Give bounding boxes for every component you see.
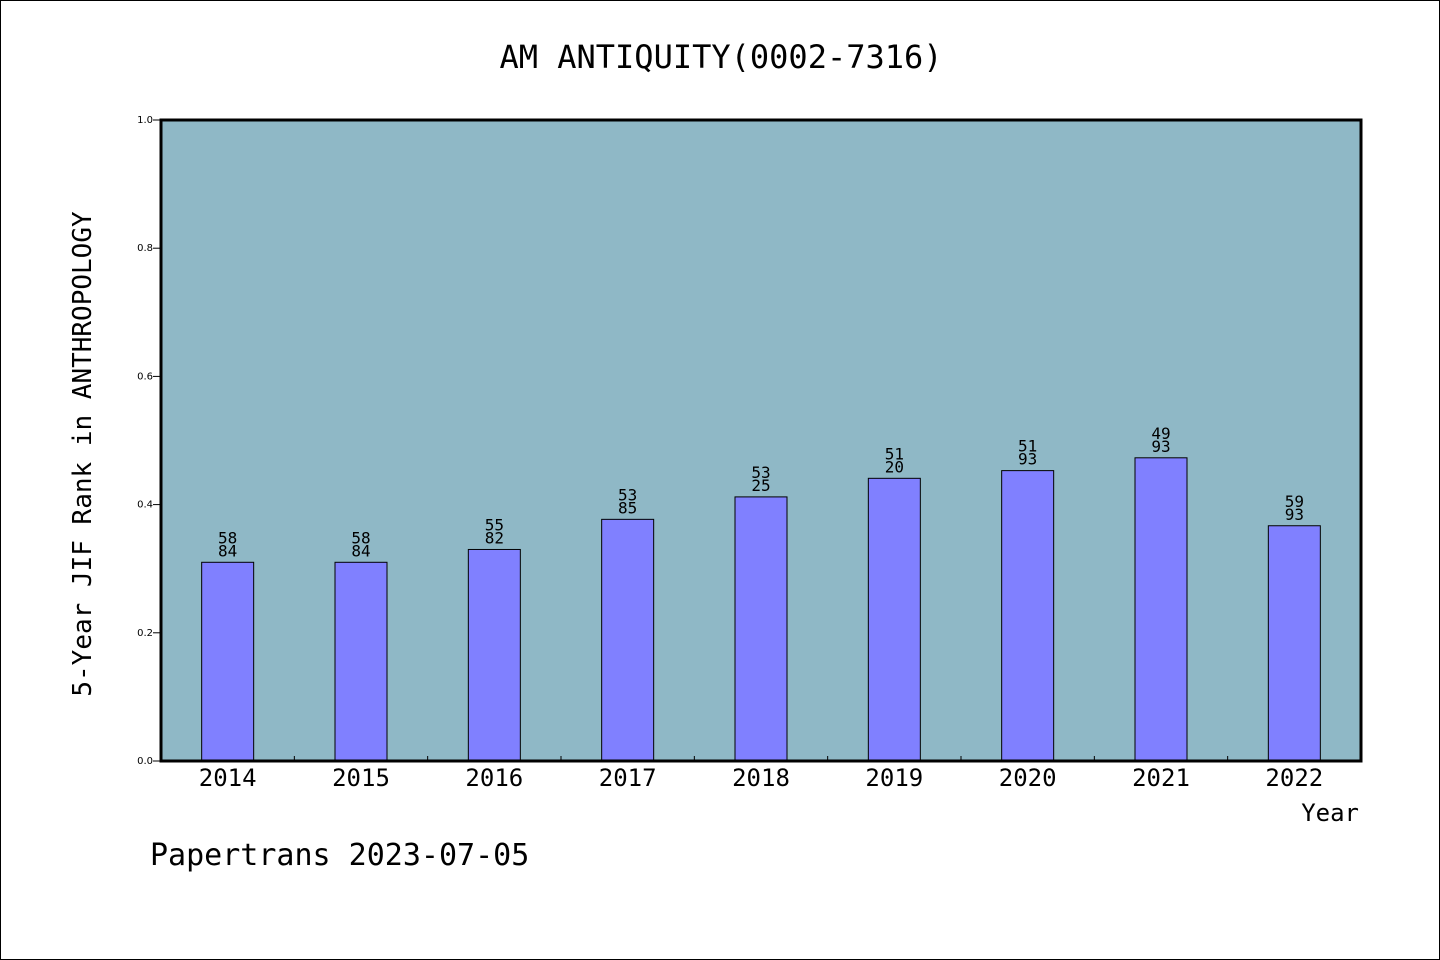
data-label-rank: 58	[218, 528, 237, 547]
bar	[1134, 457, 1188, 762]
chart-title: AM ANTIQUITY(0002-7316)	[499, 38, 942, 76]
footer-credit: Papertrans 2023-07-05	[150, 838, 529, 873]
y-tick-label: 0.0	[137, 756, 153, 767]
bar	[1267, 525, 1321, 762]
data-label-total: 84	[351, 541, 370, 560]
data-label-total: 84	[218, 541, 237, 560]
x-tick-label: 2015	[332, 764, 390, 792]
data-label-rank: 59	[1285, 492, 1304, 511]
x-tick-label: 2020	[999, 764, 1057, 792]
bar	[601, 518, 655, 762]
data-label-rank: 53	[618, 485, 637, 504]
x-tick-label: 2018	[732, 764, 790, 792]
bar	[467, 548, 521, 762]
data-label-total: 20	[885, 457, 904, 476]
data-label-rank: 51	[1018, 437, 1037, 456]
bar	[201, 561, 255, 762]
data-label-rank: 49	[1151, 424, 1170, 443]
bar	[1001, 470, 1055, 762]
data-label-rank: 51	[885, 444, 904, 463]
y-axis-label: 5-Year JIF Rank in ANTHROPOLOGY	[68, 211, 98, 697]
data-label-total: 93	[1285, 505, 1304, 524]
y-tick-label: 0.4	[137, 500, 153, 511]
data-label-total: 93	[1151, 437, 1170, 456]
bar	[334, 561, 388, 762]
y-tick-label: 0.2	[137, 628, 153, 639]
data-label-total: 93	[1018, 450, 1037, 469]
y-tick-label: 0.6	[137, 371, 153, 382]
plot-border	[159, 118, 1363, 763]
bars-group	[201, 457, 1321, 762]
y-tick-label: 1.0	[137, 115, 153, 126]
x-tick-label: 2021	[1132, 764, 1190, 792]
data-label-rank: 58	[351, 528, 370, 547]
x-tick-label: 2017	[599, 764, 657, 792]
y-tick-label: 0.8	[137, 243, 153, 254]
x-tick-label: 2014	[199, 764, 257, 792]
data-label-total: 82	[485, 528, 504, 547]
x-tick-label: 2016	[465, 764, 523, 792]
data-label-rank: 55	[485, 515, 504, 534]
x-axis-label: Year	[1301, 799, 1359, 827]
bar	[734, 496, 788, 762]
data-label-total: 85	[618, 498, 637, 517]
x-tick-label: 2022	[1265, 764, 1323, 792]
data-label-rank: 53	[751, 463, 770, 482]
y-tick-labels: 0.0 0.2 0.4 0.6 0.8 1.0	[137, 115, 153, 767]
x-tick-label: 2019	[865, 764, 923, 792]
bar	[867, 477, 921, 762]
x-tick-labels: 2014 2015 2016 2017 2018 2019 2020 2021 2022	[199, 764, 1323, 792]
data-label-total: 25	[751, 476, 770, 495]
